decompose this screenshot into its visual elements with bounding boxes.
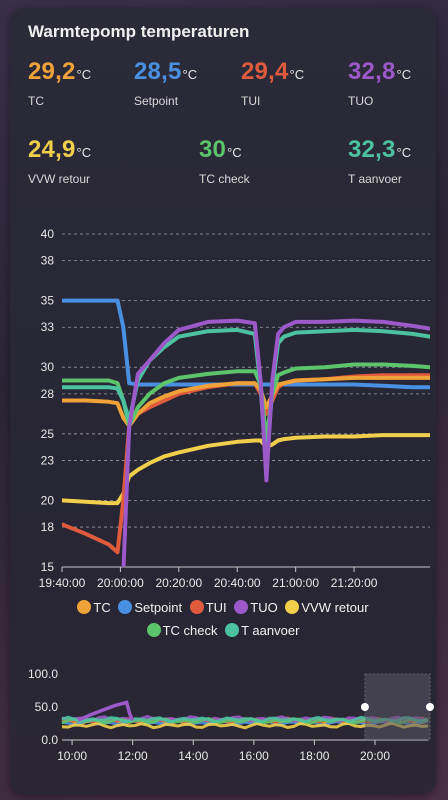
- legend-item-tc-check[interactable]: TC check: [146, 623, 218, 638]
- legend-item-tc[interactable]: TC: [77, 600, 111, 615]
- x-tick-label: 21:20:00: [331, 576, 378, 590]
- card-title: Warmtepomp temperaturen: [28, 22, 250, 41]
- main-temperature-chart[interactable]: 40 38 35 33 30 28 25 23 20 18 15 19:40:00 20:00:00 20…: [10, 208, 436, 598]
- stat-setpoint[interactable]: 28,5°C Setpoint: [134, 58, 197, 108]
- y-tick-label: 35: [41, 294, 55, 308]
- stat-label: VVW retour: [28, 172, 91, 186]
- nav-y-tick-label: 100.0: [28, 667, 58, 681]
- x-tick-label: 19:40:00: [39, 576, 86, 590]
- y-tick-label: 23: [41, 453, 55, 467]
- stat-label: TUI: [241, 94, 261, 108]
- y-tick-label: 33: [41, 320, 55, 334]
- legend-dot: [225, 623, 240, 637]
- stat-tui[interactable]: 29,4°C TUI: [241, 58, 304, 108]
- series-line-tc: [62, 375, 430, 428]
- stat-value: 32,8: [348, 58, 396, 85]
- legend-dot: [77, 600, 92, 614]
- y-tick-label: 30: [41, 360, 55, 374]
- stat-label: Setpoint: [134, 94, 179, 108]
- stat-label: T aanvoer: [348, 172, 402, 186]
- nav-x-tick-label: 18:00: [299, 749, 329, 763]
- stat-value: 24,9: [28, 136, 76, 163]
- y-tick-label: 15: [41, 560, 55, 574]
- chart-legend: TC Setpoint TUI TUO VVW retour TC check …: [10, 600, 436, 638]
- selection-handle-left: [360, 703, 369, 711]
- nav-y-tick-label: 0.0: [41, 733, 58, 747]
- legend-item-setpoint[interactable]: Setpoint: [118, 600, 182, 615]
- stat-value: 29,2: [28, 58, 76, 85]
- legend-dot: [189, 600, 204, 614]
- stat-tc-check[interactable]: 30°C TC check: [199, 136, 250, 186]
- nav-x-tick-label: 10:00: [57, 749, 87, 763]
- stat-value: 32,3: [348, 136, 396, 163]
- y-tick-label: 18: [41, 520, 55, 534]
- y-tick-label: 25: [41, 427, 55, 441]
- y-tick-label: 38: [41, 254, 55, 268]
- legend-label: TC: [93, 600, 111, 615]
- legend-label: TUO: [250, 600, 278, 615]
- legend-item-tuo[interactable]: TUO: [234, 600, 278, 615]
- legend-item-tui[interactable]: TUI: [189, 600, 227, 615]
- x-tick-label: 20:00:00: [97, 576, 144, 590]
- series-line-vvw-retour: [62, 433, 430, 506]
- stat-value: 28,5: [134, 58, 182, 85]
- stat-unit: °C: [396, 145, 412, 160]
- stat-t-aanvoer[interactable]: 32,3°C T aanvoer: [348, 136, 411, 186]
- legend-dot: [118, 600, 133, 614]
- nav-x-tick-label: 12:00: [118, 749, 148, 763]
- legend-label: VVW retour: [301, 600, 369, 615]
- y-tick-label: 28: [41, 387, 55, 401]
- x-tick-label: 20:20:00: [155, 576, 202, 590]
- legend-dot: [234, 600, 249, 614]
- stat-unit: °C: [182, 67, 198, 82]
- x-tick-label: 20:40:00: [214, 576, 261, 590]
- legend-dot: [146, 623, 161, 637]
- x-tick-label: 21:00:00: [272, 576, 319, 590]
- selection-window: [364, 673, 431, 741]
- temperature-card: Warmtepomp temperaturen 29,2°C TC 28,5°C…: [10, 8, 436, 794]
- stat-value: 30: [199, 136, 227, 163]
- legend-item-t-aanvoer[interactable]: T aanvoer: [225, 623, 299, 638]
- stat-unit: °C: [227, 145, 242, 160]
- legend-label: T aanvoer: [241, 623, 300, 638]
- stat-label: TC: [28, 94, 44, 108]
- legend-label: TUI: [205, 600, 227, 615]
- legend-item-vvw-retour[interactable]: VVW retour: [285, 600, 369, 615]
- stat-unit: °C: [76, 67, 92, 82]
- series-line-t-aanvoer: [62, 327, 430, 470]
- nav-x-tick-label: 14:00: [178, 749, 208, 763]
- nav-x-tick-label: 20:00: [360, 749, 390, 763]
- stat-label: TUO: [348, 94, 374, 108]
- stat-tuo[interactable]: 32,8°C TUO: [348, 58, 411, 108]
- series-line-tuo: [121, 318, 430, 567]
- stat-label: TC check: [199, 172, 250, 186]
- nav-series-spike: [77, 700, 135, 722]
- stat-unit: °C: [76, 145, 92, 160]
- y-tick-label: 40: [41, 227, 55, 241]
- stat-unit: °C: [396, 67, 412, 82]
- y-tick-label: 20: [41, 493, 55, 507]
- legend-label: Setpoint: [134, 600, 183, 615]
- stat-vvw-retour[interactable]: 24,9°C VVW retour: [28, 136, 91, 186]
- stat-tc[interactable]: 29,2°C TC: [28, 58, 91, 108]
- stat-value: 29,4: [241, 58, 289, 85]
- stat-unit: °C: [289, 67, 305, 82]
- overview-navigator-chart[interactable]: 100.0 50.0 0.0 10:00 12:00 14:00 16:00 18:00 20:…: [10, 658, 436, 778]
- legend-label: TC check: [162, 623, 218, 638]
- nav-x-tick-label: 16:00: [239, 749, 269, 763]
- legend-dot: [285, 600, 300, 614]
- nav-y-tick-label: 50.0: [35, 700, 59, 714]
- selection-handle-right: [426, 703, 434, 711]
